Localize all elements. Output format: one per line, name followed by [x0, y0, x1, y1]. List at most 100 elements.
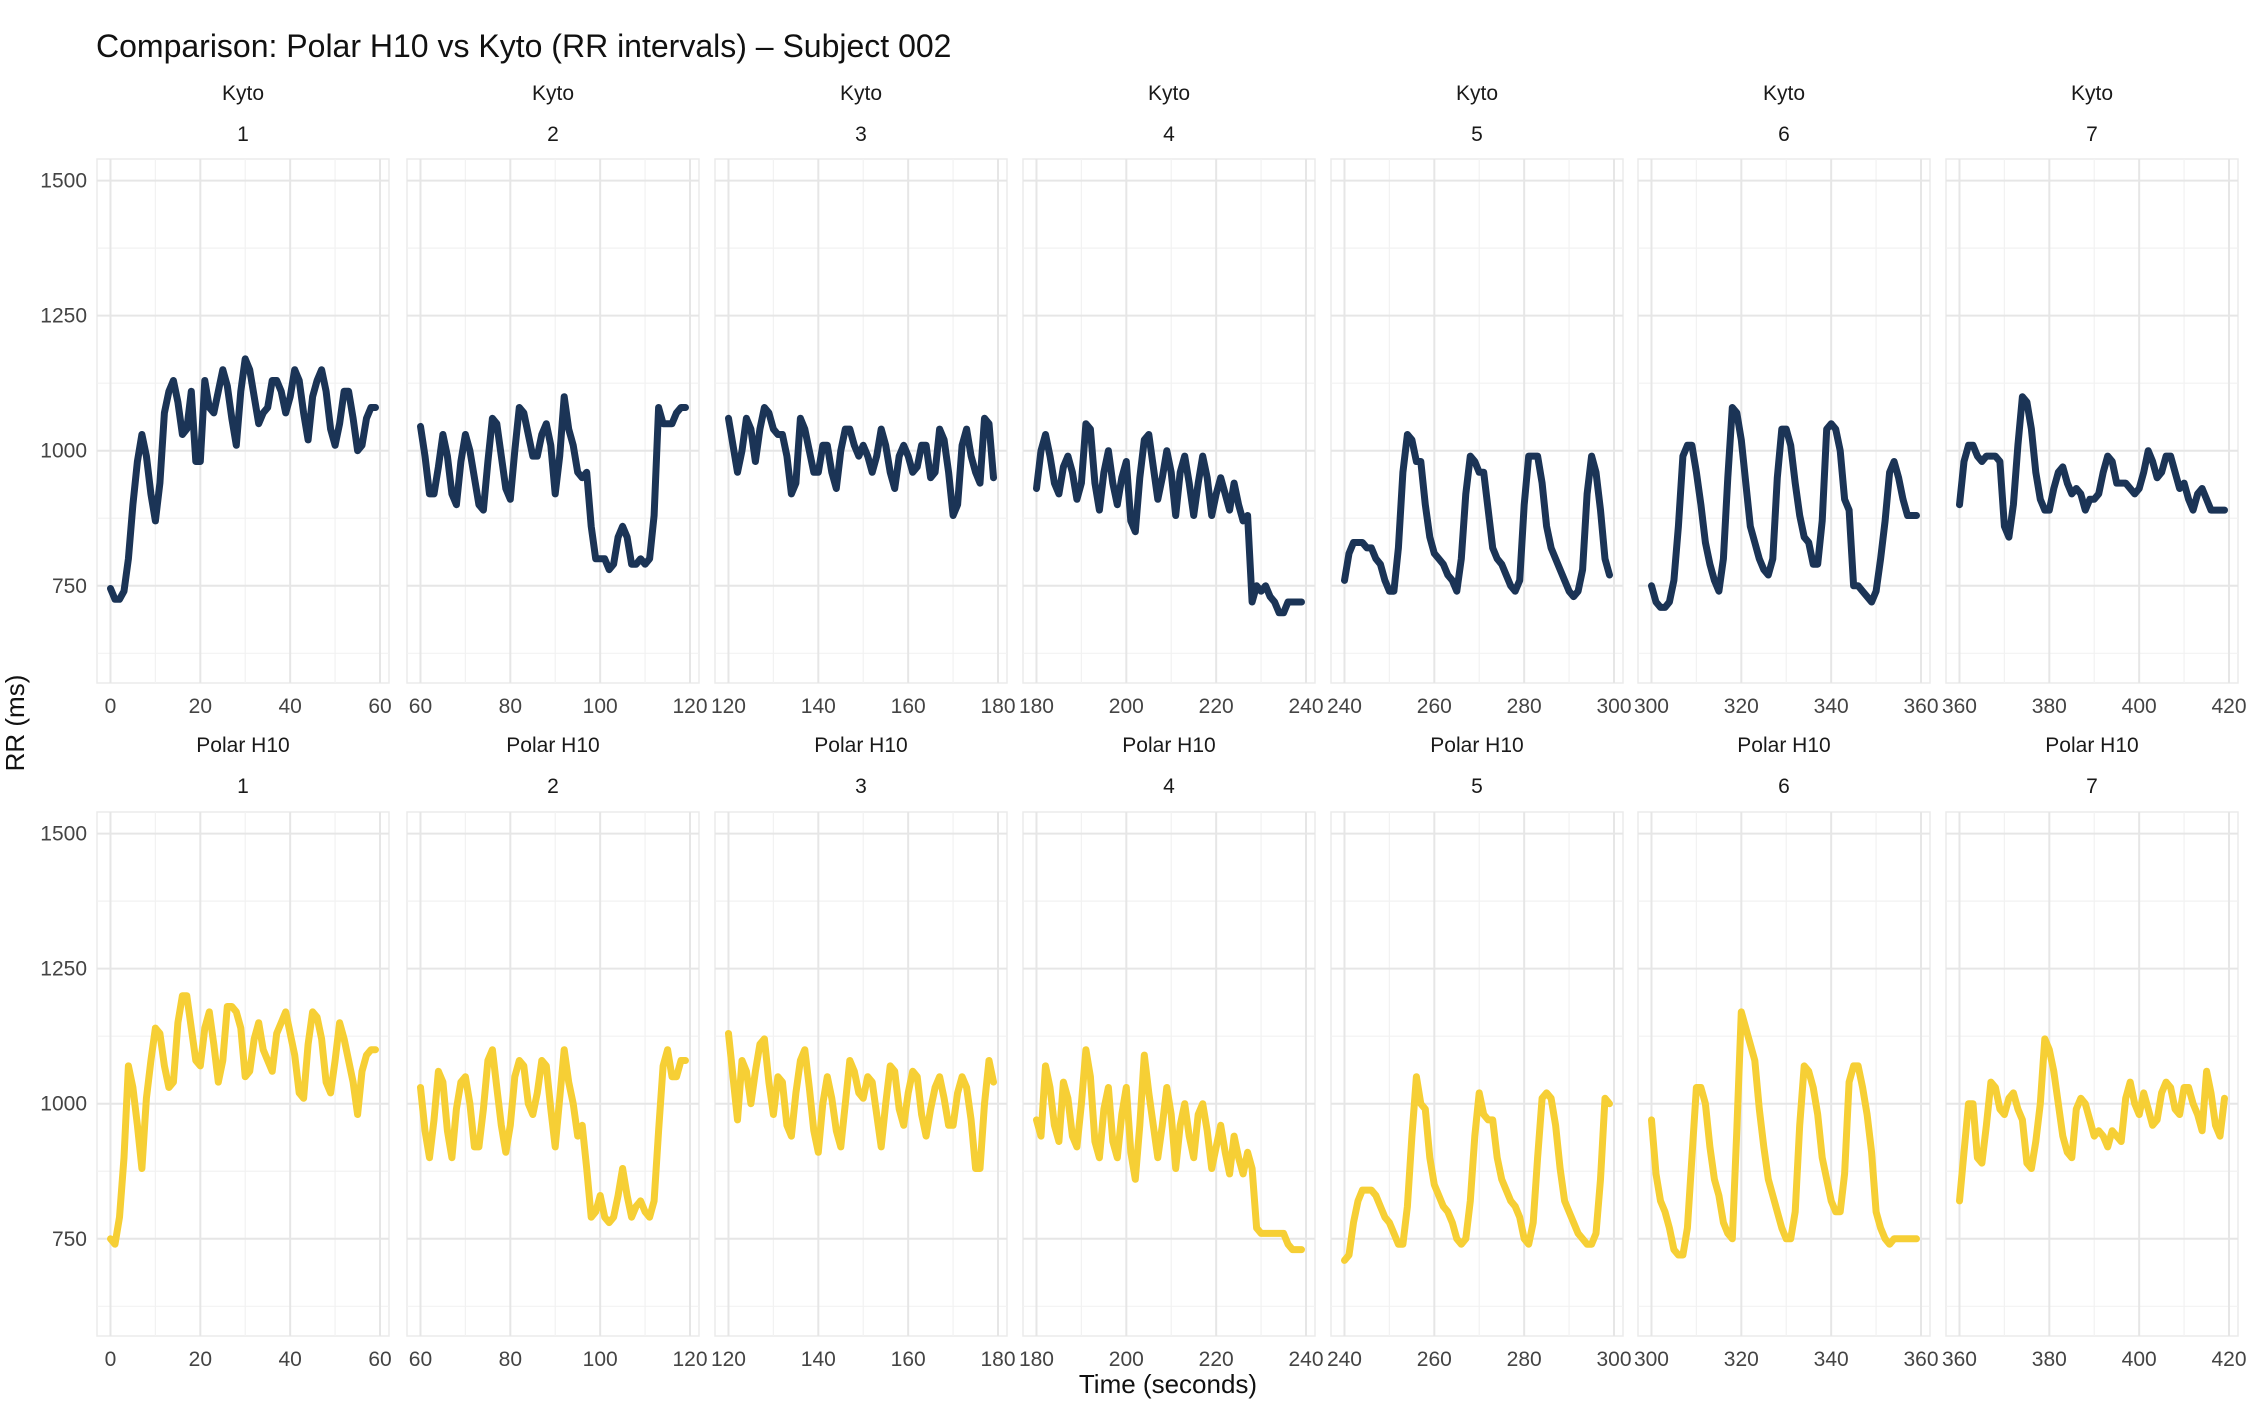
x-tick-label: 240 — [1327, 1348, 1362, 1371]
x-tick-label: 300 — [1634, 1348, 1669, 1371]
x-tick-label: 240 — [1288, 1348, 1323, 1371]
facet-panel: Polar H10 4 180 200 220 240 — [1019, 734, 1324, 1371]
x-tick-label: 320 — [1724, 695, 1759, 718]
x-tick-label: 140 — [801, 695, 836, 718]
facet-panel: Kyto 7 360 380 400 420 — [1942, 82, 2246, 718]
facet-panel: Polar H10 5 240 260 280 300 — [1327, 734, 1632, 1371]
x-tick-label: 360 — [1903, 1348, 1938, 1371]
strip-label-device: Polar H10 — [506, 734, 599, 757]
strip-label-device: Kyto — [1456, 82, 1498, 105]
facet-panel: Polar H10 6 300 320 340 360 — [1634, 734, 1939, 1371]
x-tick-label: 380 — [2032, 695, 2067, 718]
strip-label-segment: 4 — [1163, 123, 1175, 146]
strip-label-device: Kyto — [1763, 82, 1805, 105]
facet-panel: Kyto 5 240 260 280 300 — [1327, 82, 1632, 718]
facet-panel: Kyto 6 300 320 340 360 — [1634, 82, 1939, 718]
y-tick-label: 1250 — [40, 958, 87, 981]
x-tick-label: 180 — [1019, 1348, 1054, 1371]
x-tick-label: 120 — [711, 1348, 746, 1371]
y-tick-label: 750 — [52, 575, 87, 598]
x-tick-label: 180 — [980, 1348, 1015, 1371]
x-tick-label: 420 — [2211, 1348, 2246, 1371]
x-tick-label: 120 — [672, 1348, 707, 1371]
strip-label-segment: 3 — [855, 123, 867, 146]
x-tick-label: 280 — [1507, 1348, 1542, 1371]
x-tick-label: 340 — [1814, 695, 1849, 718]
x-tick-label: 400 — [2122, 695, 2157, 718]
strip-label-device: Polar H10 — [1430, 734, 1523, 757]
strip-label-segment: 5 — [1471, 775, 1483, 798]
x-tick-label: 120 — [672, 695, 707, 718]
x-tick-label: 40 — [278, 1348, 301, 1371]
x-tick-label: 220 — [1199, 695, 1234, 718]
y-tick-label: 1000 — [40, 440, 87, 463]
x-tick-label: 260 — [1417, 1348, 1452, 1371]
series-line-polar-h10 — [1033, 1046, 1305, 1254]
strip-label-device: Polar H10 — [196, 734, 289, 757]
y-tick-label: 1000 — [40, 1093, 87, 1116]
strip-label-device: Polar H10 — [1737, 734, 1830, 757]
panel-background — [1945, 811, 2239, 1337]
x-tick-label: 320 — [1724, 1348, 1759, 1371]
x-tick-label: 60 — [368, 695, 391, 718]
strip-label-segment: 6 — [1778, 775, 1790, 798]
series-line-polar-h10 — [1956, 1035, 2228, 1205]
series-line-polar-h10 — [107, 992, 379, 1248]
x-tick-label: 300 — [1634, 695, 1669, 718]
series-line-polar-h10 — [725, 1030, 997, 1172]
x-tick-label: 20 — [189, 1348, 212, 1371]
series-line-polar-h10 — [417, 1046, 689, 1227]
x-tick-label: 200 — [1109, 695, 1144, 718]
facet-panel: Kyto 3 120 140 160 180 — [711, 82, 1016, 718]
x-tick-label: 400 — [2122, 1348, 2157, 1371]
x-tick-label: 260 — [1417, 695, 1452, 718]
x-tick-label: 100 — [583, 1348, 618, 1371]
strip-label-device: Polar H10 — [1122, 734, 1215, 757]
facet-panel: Polar H10 7 360 380 400 420 — [1942, 734, 2246, 1371]
panel-background — [1637, 158, 1931, 684]
x-tick-label: 60 — [409, 695, 432, 718]
facet-panel: Kyto 2 60 80 100 120 — [406, 82, 708, 718]
x-tick-label: 160 — [891, 1348, 926, 1371]
panel-background — [1022, 811, 1316, 1337]
x-tick-label: 0 — [105, 1348, 117, 1371]
strip-label-segment: 6 — [1778, 123, 1790, 146]
strip-label-segment: 2 — [547, 123, 559, 146]
x-tick-label: 0 — [105, 695, 117, 718]
panel-background — [406, 811, 700, 1337]
strip-label-segment: 4 — [1163, 775, 1175, 798]
x-tick-label: 240 — [1327, 695, 1362, 718]
series-line-kyto — [1956, 393, 2228, 541]
series-line-kyto — [417, 393, 689, 574]
panel-background — [406, 158, 700, 684]
facet-panel: Polar H10 1 0 20 40 60 750 1000 1250 1500 — [40, 734, 391, 1371]
strip-label-segment: 5 — [1471, 123, 1483, 146]
x-tick-label: 20 — [189, 695, 212, 718]
facet-panel: Kyto 4 180 200 220 240 — [1019, 82, 1324, 718]
x-tick-label: 100 — [583, 695, 618, 718]
x-tick-label: 160 — [891, 695, 926, 718]
x-tick-label: 200 — [1109, 1348, 1144, 1371]
y-tick-label: 1500 — [40, 823, 87, 846]
facet-panel: Polar H10 2 60 80 100 120 — [406, 734, 708, 1371]
x-tick-label: 240 — [1288, 695, 1323, 718]
x-axis-title: Time (seconds) — [1079, 1369, 1257, 1399]
strip-label-device: Kyto — [2071, 82, 2113, 105]
x-tick-label: 300 — [1596, 695, 1631, 718]
x-tick-label: 280 — [1507, 695, 1542, 718]
series-line-kyto — [107, 355, 379, 603]
y-tick-label: 1500 — [40, 170, 87, 193]
x-tick-label: 180 — [1019, 695, 1054, 718]
strip-label-device: Kyto — [532, 82, 574, 105]
strip-label-segment: 1 — [237, 775, 249, 798]
x-tick-label: 140 — [801, 1348, 836, 1371]
panel-background — [96, 158, 390, 684]
series-line-polar-h10 — [1341, 1073, 1613, 1264]
series-line-kyto — [1341, 431, 1613, 601]
strip-label-device: Kyto — [1148, 82, 1190, 105]
panel-background — [1330, 158, 1624, 684]
x-tick-label: 60 — [368, 1348, 391, 1371]
strip-label-segment: 1 — [237, 123, 249, 146]
